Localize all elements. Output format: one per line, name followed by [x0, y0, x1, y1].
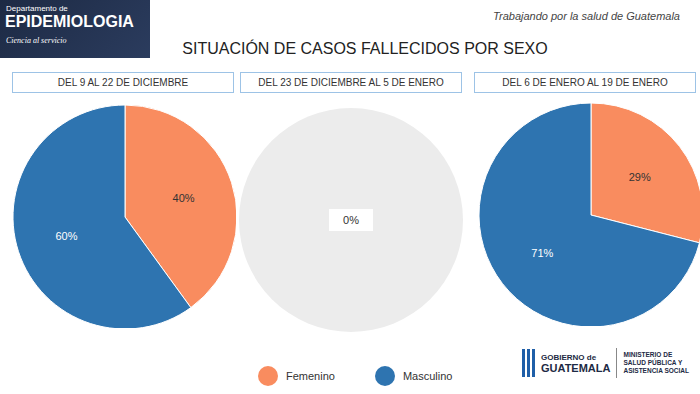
html-text:Ciencia al servicio: Ciencia al servicio: [6, 36, 67, 45]
html-text:SITUACIÓN DE CASOS FALLECIDOS: SITUACIÓN DE CASOS FALLECIDOS POR SEXO: [182, 40, 548, 57]
svg-text:71%: 71%: [531, 247, 553, 259]
html-text:Masculino: Masculino: [402, 370, 453, 382]
html-text:ASISTENCIA SOCIAL: ASISTENCIA SOCIAL: [623, 367, 689, 374]
html-text:DEL 6 DE ENERO AL 19 DE ENERO: DEL 6 DE ENERO AL 19 DE ENERO: [502, 77, 668, 88]
html-text:GUATEMALA: GUATEMALA: [541, 362, 611, 374]
svg-text:40%: 40%: [173, 192, 195, 204]
html-text:EPIDEMIOLOGIA: EPIDEMIOLOGIA: [5, 13, 134, 30]
html-text:GOBIERNO de: GOBIERNO de: [541, 353, 597, 362]
html-text:Departamento de: Departamento de: [6, 4, 68, 13]
html-text:Femenino: Femenino: [286, 370, 335, 382]
html-text:Trabajando por la salud de Gua: Trabajando por la salud de Guatemala: [493, 10, 680, 22]
html-text:DEL 23 DE DICIEMBRE AL 5 DE EN: DEL 23 DE DICIEMBRE AL 5 DE ENERO: [258, 77, 444, 88]
html-text:SALUD PÚBLICA Y: SALUD PÚBLICA Y: [623, 359, 683, 366]
html-text:MINISTERIO DE: MINISTERIO DE: [623, 351, 673, 358]
html-text:0%: 0%: [343, 214, 359, 226]
html-text:DEL 9 AL 22 DE DICIEMBRE: DEL 9 AL 22 DE DICIEMBRE: [57, 77, 189, 88]
svg-text:29%: 29%: [629, 171, 651, 183]
svg-text:60%: 60%: [55, 230, 77, 242]
